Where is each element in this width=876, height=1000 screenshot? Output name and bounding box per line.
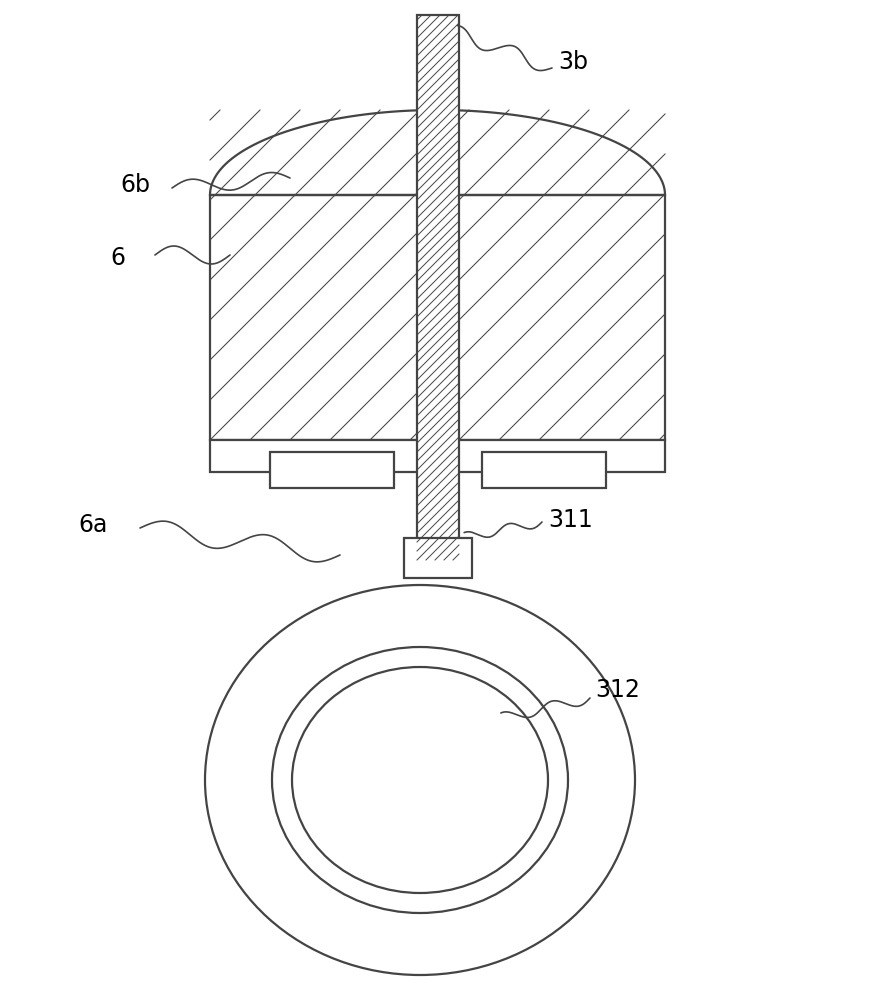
Bar [404,538,472,578]
Text: 312: 312 [595,678,639,702]
Bar [482,452,606,488]
Text: 3b: 3b [558,50,588,74]
Bar [270,452,394,488]
Bar [210,440,665,472]
Text: 6b: 6b [120,173,150,197]
Text: 6: 6 [110,246,125,270]
Bar [417,15,459,560]
Text: 6a: 6a [78,513,108,537]
Polygon shape [210,110,665,440]
Text: 311: 311 [548,508,593,532]
